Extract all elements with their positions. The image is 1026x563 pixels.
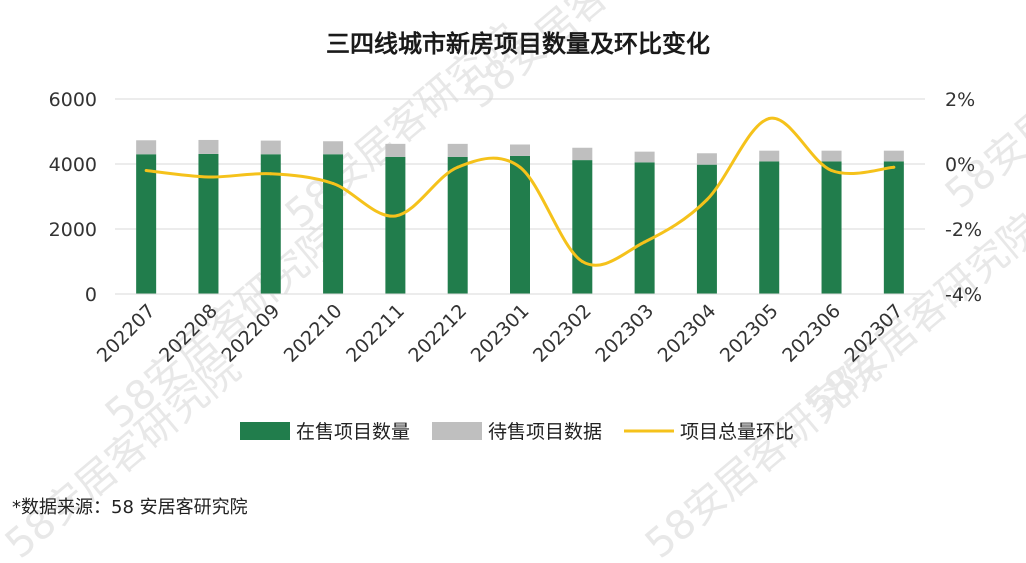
mom-change-point: [331, 182, 335, 185]
bar-on-sale: [385, 156, 406, 294]
mom-change-point: [393, 214, 397, 218]
bar-on-sale: [510, 155, 530, 294]
bar-pending: [447, 143, 468, 157]
x-tick-label: 202305: [716, 300, 783, 367]
legend-swatch-pending: [432, 422, 482, 440]
x-tick-label: 202211: [342, 300, 409, 367]
mom-change-point: [456, 165, 460, 169]
bar-on-sale: [447, 156, 468, 294]
x-tick-label: 202303: [591, 300, 658, 367]
bar-on-sale: [260, 154, 281, 294]
left-tick-label: 2000: [49, 219, 97, 241]
right-tick-label: 0%: [945, 154, 975, 176]
bar-pending: [634, 151, 655, 163]
bar-pending: [323, 141, 344, 155]
bar-pending: [385, 143, 406, 157]
bar-on-sale: [696, 164, 717, 294]
x-tick-label: 202210: [280, 300, 347, 367]
bar-on-sale: [323, 154, 344, 294]
bar-on-sale: [759, 161, 780, 294]
left-tick-label: 0: [85, 284, 97, 306]
chart-title: 三四线城市新房项目数量及环比变化: [326, 30, 710, 58]
bar-on-sale: [572, 160, 593, 294]
mom-change-point: [518, 165, 522, 169]
right-tick-label: -4%: [945, 284, 982, 306]
bar-pending: [759, 150, 780, 162]
bar-pending: [198, 139, 219, 154]
mom-change-point: [144, 169, 148, 172]
bar-on-sale: [821, 161, 842, 294]
bar-on-sale: [136, 154, 157, 294]
mom-change-point: [643, 240, 647, 244]
x-tick-label: 202212: [404, 300, 471, 367]
mom-change-point: [269, 172, 273, 176]
x-tick-label: 202302: [529, 300, 596, 367]
line-series: [144, 116, 896, 267]
source-note: *数据来源：58 安居客研究院: [12, 497, 248, 518]
x-tick-label: 202207: [93, 300, 160, 367]
x-tick-label: 202301: [467, 300, 534, 367]
watermark-text: 58安居客研究院: [637, 345, 889, 563]
x-tick-label: 202304: [654, 300, 721, 367]
mom-change-point: [580, 260, 584, 263]
bar-pending: [510, 144, 530, 156]
mom-change-point: [206, 175, 210, 179]
mom-change-point: [767, 117, 771, 120]
right-tick-label: 2%: [945, 89, 975, 111]
bar-pending: [136, 140, 157, 155]
x-tick-label: 202306: [778, 300, 845, 367]
legend-label-on-sale: 在售项目数量: [296, 421, 410, 443]
legend-swatch-on-sale: [240, 422, 290, 440]
mom-change-point: [705, 198, 709, 202]
left-axis: 0 2000 4000 6000: [49, 89, 97, 306]
bar-on-sale: [634, 162, 655, 294]
bar-series: [136, 139, 904, 294]
bar-pending: [572, 147, 593, 161]
legend-label-line: 项目总量环比: [680, 421, 794, 443]
mom-change-point: [892, 165, 896, 169]
right-axis: -4% -2% 0% 2%: [945, 89, 982, 306]
left-tick-label: 4000: [49, 154, 97, 176]
bar-on-sale: [883, 161, 904, 294]
bar-pending: [821, 150, 842, 162]
bar-pending: [883, 150, 904, 162]
legend-label-pending: 待售项目数据: [488, 421, 602, 443]
legend: 在售项目数量 待售项目数据 项目总量环比: [240, 421, 794, 443]
left-tick-label: 6000: [49, 89, 97, 111]
mom-change-point: [830, 169, 834, 172]
bar-pending: [260, 140, 281, 155]
bar-pending: [696, 153, 717, 165]
right-tick-label: -2%: [945, 219, 982, 241]
bar-on-sale: [198, 153, 219, 294]
